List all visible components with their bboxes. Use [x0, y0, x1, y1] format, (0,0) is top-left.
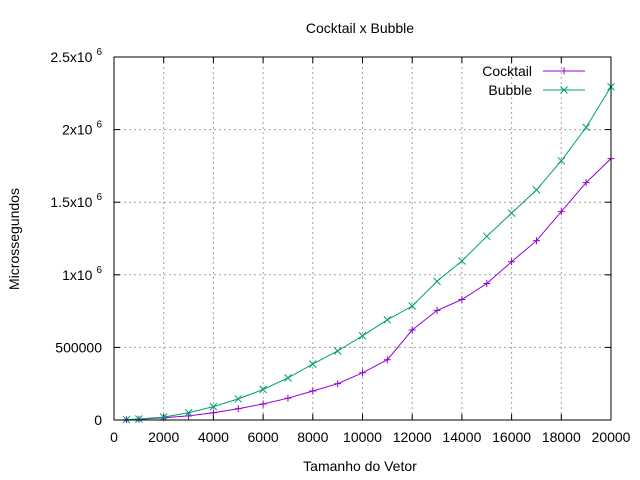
legend-marker [560, 86, 568, 94]
y-tick-label: 1x10 6 [62, 265, 102, 283]
data-point [234, 405, 242, 413]
axis-ticks: 0 2000 4000 6000 8000 10000 12000 14000 16000 180… [50, 47, 630, 445]
data-point [433, 306, 441, 314]
data-point [234, 395, 243, 403]
data-point [284, 374, 292, 382]
data-point [333, 347, 342, 355]
data-point [359, 369, 366, 377]
x-tick-label: 6000 [248, 429, 279, 445]
x-tick-label: 10000 [343, 429, 382, 445]
data-point [159, 413, 168, 421]
grid [114, 57, 611, 420]
data-point [259, 400, 267, 408]
x-tick-label: 16000 [492, 429, 531, 445]
data-point [458, 295, 466, 303]
data-point [508, 258, 516, 266]
legend-item-cocktail: Cocktail [482, 63, 585, 79]
y-tick-label: 0 [94, 412, 102, 428]
y-tick-label: 500000 [55, 339, 102, 355]
data-point [408, 302, 417, 310]
data-point [184, 408, 193, 417]
legend: Cocktail Bubble [482, 63, 585, 98]
data-point [308, 360, 317, 368]
data-point [582, 179, 590, 187]
legend-item-bubble: Bubble [488, 82, 585, 98]
data-point [532, 237, 540, 245]
data-point [284, 394, 292, 402]
series-line-cocktail [126, 158, 612, 421]
x-tick-label: 14000 [442, 429, 481, 445]
legend-label: Cocktail [482, 63, 532, 79]
data-point [458, 257, 466, 265]
x-tick-label: 12000 [393, 429, 432, 445]
data-point [209, 402, 218, 411]
y-tick-label: 2.5x10 6 [50, 47, 102, 65]
x-tick-label: 20000 [592, 429, 631, 445]
data-point [358, 331, 367, 340]
data-point [557, 208, 565, 216]
data-point [483, 280, 491, 288]
data-point [309, 387, 317, 395]
series-group [122, 82, 615, 424]
data-point [334, 380, 342, 388]
data-point [408, 326, 416, 334]
data-point [209, 409, 217, 417]
x-tick-label: 0 [110, 429, 118, 445]
x-tick-label: 8000 [297, 429, 328, 445]
data-point [383, 315, 392, 324]
legend-marker [560, 67, 568, 75]
data-point [433, 277, 441, 286]
data-point [507, 209, 516, 217]
plot-frame [113, 56, 612, 421]
x-tick-label: 2000 [148, 429, 179, 445]
x-axis-title: Tamanho do Vetor [303, 458, 417, 474]
x-tick-label: 18000 [542, 429, 581, 445]
y-tick-label: 2x10 6 [62, 120, 102, 138]
data-point [482, 232, 491, 241]
x-tick-label: 4000 [198, 429, 229, 445]
chart-title: Cocktail x Bubble [306, 20, 414, 36]
data-point [532, 186, 541, 194]
series-bubble [122, 82, 615, 424]
y-axis-title: Microssegundos [6, 188, 22, 290]
y-tick-label: 1.5x10 6 [50, 192, 102, 210]
data-point [185, 412, 193, 420]
data-point [259, 385, 267, 394]
data-point [557, 156, 566, 165]
series-cocktail [122, 155, 615, 424]
data-point [134, 415, 143, 423]
legend-label: Bubble [488, 82, 532, 98]
data-point [383, 356, 391, 364]
data-point [582, 123, 591, 132]
